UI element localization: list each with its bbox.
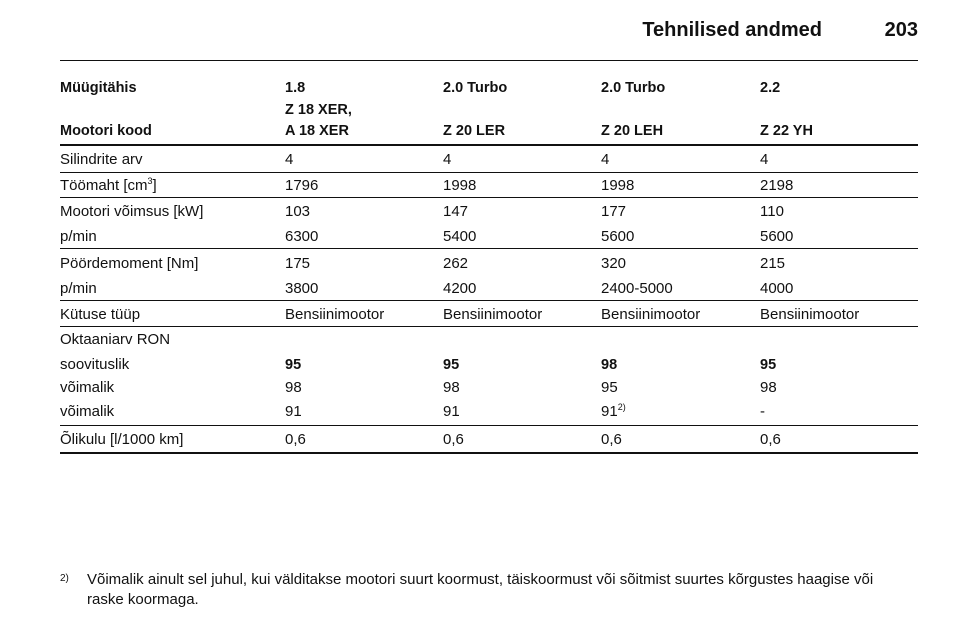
cell: 4 [601, 151, 610, 168]
cell: 95 [601, 379, 618, 396]
header-label: Müügitähis [60, 80, 137, 96]
row-label: Kütuse tüüp [60, 306, 140, 324]
row-label-text: soovituslik [60, 356, 130, 373]
footnote-line: Võimalik ainult sel juhul, kui välditaks… [87, 571, 874, 588]
row-label: võimalik [60, 403, 114, 421]
cell: 91 [443, 403, 460, 420]
cell: - [760, 403, 765, 420]
cell: 215 [760, 255, 786, 272]
row-label: p/min [60, 228, 97, 246]
table-rule [60, 300, 918, 301]
header-cell: Z 20 LEH [601, 123, 664, 139]
cell: Bensiinimootor [285, 306, 385, 323]
cell: 5400 [443, 228, 477, 245]
cell: 95 [443, 357, 460, 373]
row-label-text: Silindrite arv [60, 151, 143, 168]
row-label: Oktaaniarv RON [60, 331, 170, 349]
row-label: Silindrite arv [60, 151, 143, 169]
cell: 2400-5000 [601, 280, 673, 297]
cell: 98 [443, 379, 460, 396]
row-label-text: võimalik [60, 379, 115, 396]
table-rule [60, 197, 918, 198]
cell: 4 [285, 151, 294, 168]
row-label-text: Õlikulu [l/1000 km] [60, 431, 184, 448]
footnote-line: raske koormaga. [87, 591, 199, 608]
header-cell: 2.0 Turbo [601, 80, 666, 96]
header-cell: A 18 XER [285, 123, 349, 139]
row-label-text: võimalik [60, 403, 115, 420]
cell: 0,6 [443, 431, 464, 448]
cell: 4 [443, 151, 452, 168]
page-number: 203 [884, 19, 918, 41]
header-cell: 2.2 [760, 80, 781, 96]
header-rule [60, 60, 918, 61]
row-label: Mootori võimsus [kW] [60, 203, 203, 221]
cell: 1998 [601, 177, 635, 194]
table-rule [60, 452, 918, 454]
row-label-text: Mootori võimsus [kW] [60, 203, 204, 220]
row-label-text: Töömaht [cm [60, 177, 148, 194]
page-title: Tehnilised andmed [642, 19, 822, 41]
cell: 5600 [601, 228, 635, 245]
cell: 0,6 [760, 431, 781, 448]
row-label-text: Pöördemoment [Nm] [60, 255, 199, 272]
cell: 98 [285, 379, 302, 396]
cell: 1998 [443, 177, 477, 194]
row-label-end: ] [152, 177, 157, 194]
row-label: soovituslik [60, 356, 129, 374]
cell: 103 [285, 203, 311, 220]
cell: 0,6 [285, 431, 306, 448]
row-label-text: p/min [60, 280, 97, 297]
cell-text: 91 [601, 403, 618, 420]
table-rule [60, 425, 918, 426]
cell: Bensiinimootor [760, 306, 860, 323]
row-label-text: Oktaaniarv RON [60, 331, 171, 348]
footnote-mark: 2) [60, 573, 69, 584]
cell: 98 [601, 357, 618, 373]
header-label: Mootori kood [60, 123, 152, 139]
header-cell: 1.8 [285, 80, 306, 96]
table-rule [60, 144, 918, 146]
header-cell: Z 18 XER, [285, 102, 352, 118]
cell: 4 [760, 151, 769, 168]
row-label-text: Kütuse tüüp [60, 306, 141, 323]
cell: 147 [443, 203, 469, 220]
header-cell: Z 20 LER [443, 123, 506, 139]
cell: 1796 [285, 177, 319, 194]
cell: 6300 [285, 228, 319, 245]
table-rule [60, 172, 918, 173]
cell: 0,6 [601, 431, 622, 448]
row-label: p/min [60, 280, 97, 298]
header-cell: Z 22 YH [760, 123, 813, 139]
cell: 2198 [760, 177, 794, 194]
row-label-text: p/min [60, 228, 97, 245]
header-cell: 2.0 Turbo [443, 80, 508, 96]
cell: 98 [760, 379, 777, 396]
row-label: võimalik [60, 379, 114, 397]
cell: 320 [601, 255, 627, 272]
row-label: Töömaht [cm3] [60, 177, 157, 195]
row-label-sup: 3 [147, 176, 153, 186]
cell: Bensiinimootor [443, 306, 543, 323]
cell: 95 [760, 357, 777, 373]
cell: 177 [601, 203, 627, 220]
cell: 175 [285, 255, 311, 272]
table-rule [60, 248, 918, 249]
cell-note: 2) [617, 402, 626, 412]
cell: 5600 [760, 228, 794, 245]
cell: 3800 [285, 280, 319, 297]
cell: 91 [285, 403, 302, 420]
cell: 95 [285, 357, 302, 373]
cell: 4200 [443, 280, 477, 297]
cell: 262 [443, 255, 469, 272]
cell: 110 [760, 203, 784, 220]
row-label: Õlikulu [l/1000 km] [60, 431, 183, 449]
cell: 912) [601, 403, 626, 421]
cell: 4000 [760, 280, 794, 297]
table-rule [60, 326, 918, 327]
row-label: Pöördemoment [Nm] [60, 255, 198, 273]
cell: Bensiinimootor [601, 306, 701, 323]
